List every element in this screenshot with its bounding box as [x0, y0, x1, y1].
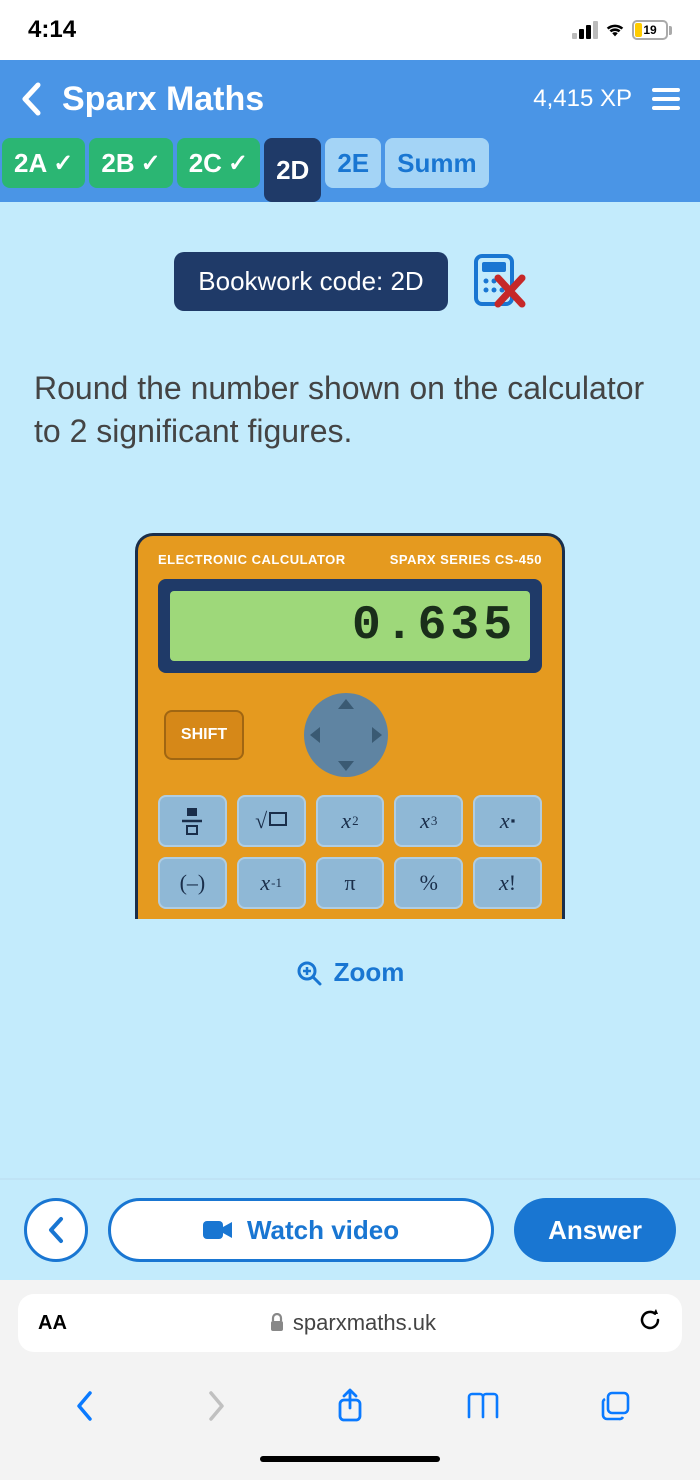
main-content: Bookwork code: 2D Round the number shown… [0, 202, 700, 1178]
status-time: 4:14 [28, 16, 76, 44]
safari-url-bar-area: AA sparxmaths.uk [0, 1280, 700, 1366]
refresh-icon[interactable] [638, 1307, 662, 1340]
ios-status-bar: 4:14 19 [0, 0, 700, 60]
safari-bookmarks-icon[interactable] [463, 1386, 503, 1426]
answer-button[interactable]: Answer [514, 1198, 676, 1262]
action-bar: Watch video Answer [0, 1178, 700, 1280]
zoom-label: Zoom [334, 957, 405, 988]
cellular-signal-icon [572, 21, 598, 39]
watch-video-label: Watch video [247, 1215, 399, 1246]
question-text: Round the number shown on the calculator… [34, 367, 666, 453]
back-button[interactable] [20, 82, 42, 116]
status-right-group: 19 [572, 20, 672, 40]
calc-key-x2: x2 [316, 795, 385, 847]
safari-forward-icon [197, 1386, 237, 1426]
app-title: Sparx Maths [62, 80, 264, 119]
lock-icon [269, 1313, 285, 1333]
calc-key-xn: x▪ [473, 795, 542, 847]
safari-tabs-icon[interactable] [596, 1386, 636, 1426]
safari-url-bar[interactable]: AA sparxmaths.uk [18, 1294, 682, 1352]
hamburger-menu-icon[interactable] [652, 88, 680, 110]
calc-row-1: √x2x3x▪ [158, 795, 542, 847]
no-calculator-icon [472, 254, 526, 310]
prev-question-button[interactable] [24, 1198, 88, 1262]
battery-icon: 19 [632, 20, 672, 40]
tab-2c[interactable]: 2C✓ [177, 138, 260, 188]
calc-key-sqrt: √ [237, 795, 306, 847]
task-tabs: 2A✓2B✓2C✓2D2ESumm [0, 138, 700, 202]
calc-key-x3: x3 [394, 795, 463, 847]
safari-bottom-nav [0, 1366, 700, 1456]
calc-display: 0.635 [170, 591, 530, 661]
zoom-button[interactable]: Zoom [296, 957, 405, 988]
calc-key-xinv: x-1 [237, 857, 306, 909]
tab-2a[interactable]: 2A✓ [2, 138, 85, 188]
tab-2e[interactable]: 2E [325, 138, 381, 188]
tab-2b[interactable]: 2B✓ [89, 138, 172, 188]
wifi-icon [604, 21, 626, 39]
tab-summ[interactable]: Summ [385, 138, 488, 188]
calc-key-neg: (–) [158, 857, 227, 909]
calc-key-pct: % [394, 857, 463, 909]
xp-label: 4,415 XP [533, 85, 632, 113]
calc-dpad [304, 693, 388, 777]
tab-2d[interactable]: 2D [264, 138, 321, 202]
text-size-button[interactable]: AA [38, 1312, 67, 1335]
calc-label-left: ELECTRONIC CALCULATOR [158, 552, 346, 567]
calculator-graphic: ELECTRONIC CALCULATOR SPARX SERIES CS-45… [135, 533, 565, 919]
safari-share-icon[interactable] [330, 1386, 370, 1426]
safari-back-icon[interactable] [64, 1386, 104, 1426]
video-icon [203, 1219, 233, 1241]
answer-label: Answer [548, 1215, 642, 1246]
watch-video-button[interactable]: Watch video [108, 1198, 494, 1262]
bookwork-code-badge: Bookwork code: 2D [174, 252, 447, 311]
home-indicator [0, 1456, 700, 1480]
battery-percentage: 19 [634, 22, 666, 38]
calc-key-fact: x! [473, 857, 542, 909]
calc-label-right: SPARX SERIES CS-450 [390, 552, 542, 567]
app-header: Sparx Maths 4,415 XP [0, 60, 700, 138]
calc-row-2: (–)x-1π%x! [158, 857, 542, 909]
calc-shift-button: SHIFT [164, 710, 244, 760]
url-domain: sparxmaths.uk [293, 1310, 436, 1336]
calc-key-frac [158, 795, 227, 847]
calc-key-pi: π [316, 857, 385, 909]
